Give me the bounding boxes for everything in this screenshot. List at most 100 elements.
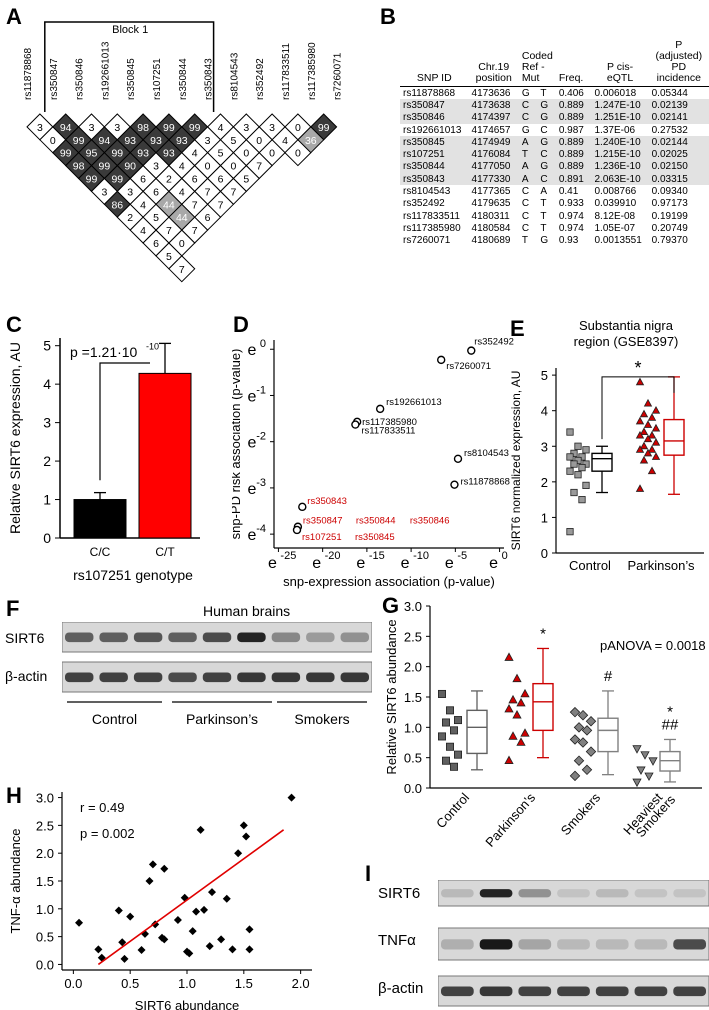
ld-value: 5: [230, 135, 236, 147]
ld-value: 5: [243, 174, 249, 186]
table-row: rs117833511 4180311 C T 0.974 8.12E-08 0.19199: [400, 210, 709, 222]
table-row: rs350843 4177330 A C 0.891 2.063E-10 0.03315: [400, 173, 709, 186]
point-label: rs117833511: [361, 426, 415, 437]
table-cell: 4173638: [468, 99, 519, 112]
table-cell: 0.889: [555, 111, 592, 124]
ld-value: 44: [176, 212, 188, 224]
i-sirt6-row-band: [673, 889, 706, 898]
table-cell: G: [537, 111, 556, 124]
table-cell: 0.20749: [651, 222, 688, 234]
ld-value: 3: [153, 161, 159, 173]
ld-value: 93: [124, 135, 136, 147]
panel-label-f: F: [6, 596, 20, 621]
table-row: rs107251 4176084 T C 0.889 1.215E-10 0.02025: [400, 148, 709, 161]
ld-value: 6: [153, 238, 159, 250]
data-point: [446, 706, 455, 715]
table-cell: 4174397: [468, 111, 519, 124]
table-cell: 0.987: [558, 124, 584, 136]
table-cell: T: [540, 87, 547, 99]
blot-panel-f: Human brains SIRT6 β-actin Control Parkin…: [0, 598, 380, 778]
y-tick-label: 2: [43, 453, 51, 469]
blot-i-row-actin: β-actin: [378, 980, 424, 997]
data-point: [566, 467, 574, 475]
point-rs107251: [292, 525, 302, 535]
table-cell: C: [537, 173, 556, 186]
data-point: [577, 737, 589, 748]
ld-cell: [168, 255, 196, 283]
ld-value: 0: [256, 135, 262, 147]
box-1-box: [532, 682, 554, 732]
ld-value: 7: [205, 186, 211, 198]
group-label-1: Parkinson’s: [186, 711, 258, 727]
data-point: [570, 460, 578, 468]
data-point: [635, 416, 645, 425]
table-cell: 0.02144: [648, 136, 709, 149]
scatter-chart-d: e -4e -3e -2e -1e 0e -25 e -20 e -15 e -10 e -5 e 0rs352…: [232, 337, 514, 589]
table-cell: 0.889: [555, 148, 592, 161]
sirt6-row-band: [306, 632, 335, 643]
y-tick-label: 3.0: [404, 599, 422, 614]
table-cell: 0.02141: [648, 111, 709, 124]
table-cell: rs350847: [400, 99, 469, 112]
table-cell: rs11878868: [403, 87, 456, 99]
x-tick-base: e: [356, 555, 365, 572]
ld-value: 6: [192, 174, 198, 186]
y-tick-base: e: [248, 527, 257, 544]
ld-value: 2: [127, 212, 133, 224]
ld-value: 36: [305, 135, 317, 147]
data-point: [643, 398, 653, 407]
table-cell: 4180584: [471, 222, 511, 234]
table-cell: A: [518, 173, 538, 186]
data-point: [520, 728, 530, 737]
x-tick-exp: 0: [502, 550, 508, 562]
ld-value: 93: [176, 135, 188, 147]
ld-value: 6: [218, 174, 224, 186]
i-sirt6-row-band: [518, 889, 552, 898]
table-cell: rs350844: [400, 160, 469, 174]
y-tick-exp: -1: [256, 384, 266, 396]
panel-label-g: G: [382, 593, 400, 618]
ld-value: 5: [218, 148, 224, 160]
ld-value: 0: [179, 238, 185, 250]
table-cell: G: [540, 235, 549, 247]
table-cell: 0.974: [558, 210, 584, 222]
x-tick-label: Parkinson’s: [628, 558, 695, 573]
chart-title-line2: region (GSE8397): [574, 334, 679, 349]
y-tick-label: 2.5: [404, 629, 422, 644]
table-cell: rs8104543: [403, 186, 451, 198]
actin-row-band: [65, 672, 94, 683]
point-label: rs350846: [410, 516, 450, 527]
table-cell: T: [540, 210, 547, 222]
data-point: [145, 877, 154, 885]
snp-label-rs352492: rs352492: [255, 58, 266, 100]
y-tick-exp: 0: [260, 338, 266, 350]
ld-value: 3: [269, 122, 275, 134]
data-point: [454, 716, 463, 725]
panel-label-a: A: [6, 4, 22, 29]
col-snp-id: SNP ID: [400, 40, 469, 87]
ld-value: 4: [282, 135, 288, 147]
ld-value: 98: [137, 122, 149, 134]
table-cell: 4177050: [468, 160, 519, 174]
data-point: [639, 455, 649, 464]
data-point: [582, 446, 590, 454]
table-cell: 0.02025: [648, 148, 709, 161]
actin-row-band: [168, 672, 197, 683]
blot-row-sirt6: SIRT6: [5, 630, 45, 646]
table-cell: 1.236E-10: [591, 160, 649, 174]
table-cell: rs117385980: [403, 222, 461, 234]
table-cell: G: [521, 87, 530, 99]
data-point: [635, 484, 645, 492]
y-tick-label: 0.0: [404, 781, 422, 796]
ld-value: 90: [124, 161, 136, 173]
y-tick-label: 1.0: [404, 720, 422, 735]
x-tick-exp: -15: [369, 550, 385, 562]
table-cell: T: [540, 222, 547, 234]
data-point: [569, 706, 581, 718]
box-2-box: [597, 717, 619, 753]
point-rs352492: [467, 346, 476, 355]
sig-bracket: [99, 362, 150, 481]
ld-value: 94: [99, 135, 111, 147]
y-tick-label: 1.5: [404, 690, 422, 705]
ld-value: 44: [163, 199, 175, 211]
